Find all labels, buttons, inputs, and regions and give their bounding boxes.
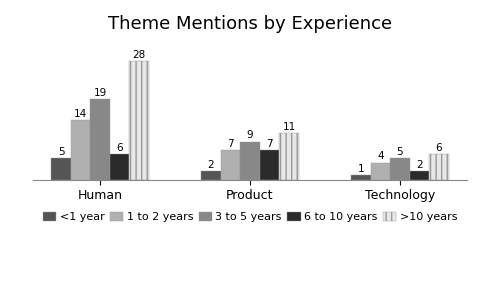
Bar <box>351 175 370 180</box>
Bar <box>202 171 221 180</box>
Text: 5: 5 <box>396 147 403 157</box>
Bar <box>221 150 240 180</box>
Text: 6: 6 <box>436 143 442 153</box>
Text: 2: 2 <box>416 160 422 170</box>
Bar <box>130 61 149 180</box>
Bar <box>390 158 409 180</box>
Text: 4: 4 <box>377 151 384 162</box>
Bar <box>429 154 448 180</box>
Bar <box>90 99 110 180</box>
Text: 2: 2 <box>208 160 214 170</box>
Text: 11: 11 <box>282 122 296 132</box>
Text: 28: 28 <box>132 50 145 60</box>
Title: Theme Mentions by Experience: Theme Mentions by Experience <box>108 15 392 33</box>
Text: 6: 6 <box>116 143 123 153</box>
Bar <box>410 171 429 180</box>
Text: 1: 1 <box>358 164 364 174</box>
Text: 14: 14 <box>74 109 88 119</box>
Bar <box>110 154 130 180</box>
Text: 5: 5 <box>58 147 64 157</box>
Legend: <1 year, 1 to 2 years, 3 to 5 years, 6 to 10 years, >10 years: <1 year, 1 to 2 years, 3 to 5 years, 6 t… <box>38 207 462 227</box>
Bar <box>71 120 90 180</box>
Bar <box>279 133 298 180</box>
Bar <box>52 158 71 180</box>
Bar <box>260 150 279 180</box>
Bar <box>240 142 260 180</box>
Text: 19: 19 <box>94 88 107 98</box>
Text: 9: 9 <box>246 130 254 140</box>
Text: 7: 7 <box>266 139 273 149</box>
Bar <box>370 163 390 180</box>
Text: 7: 7 <box>227 139 234 149</box>
